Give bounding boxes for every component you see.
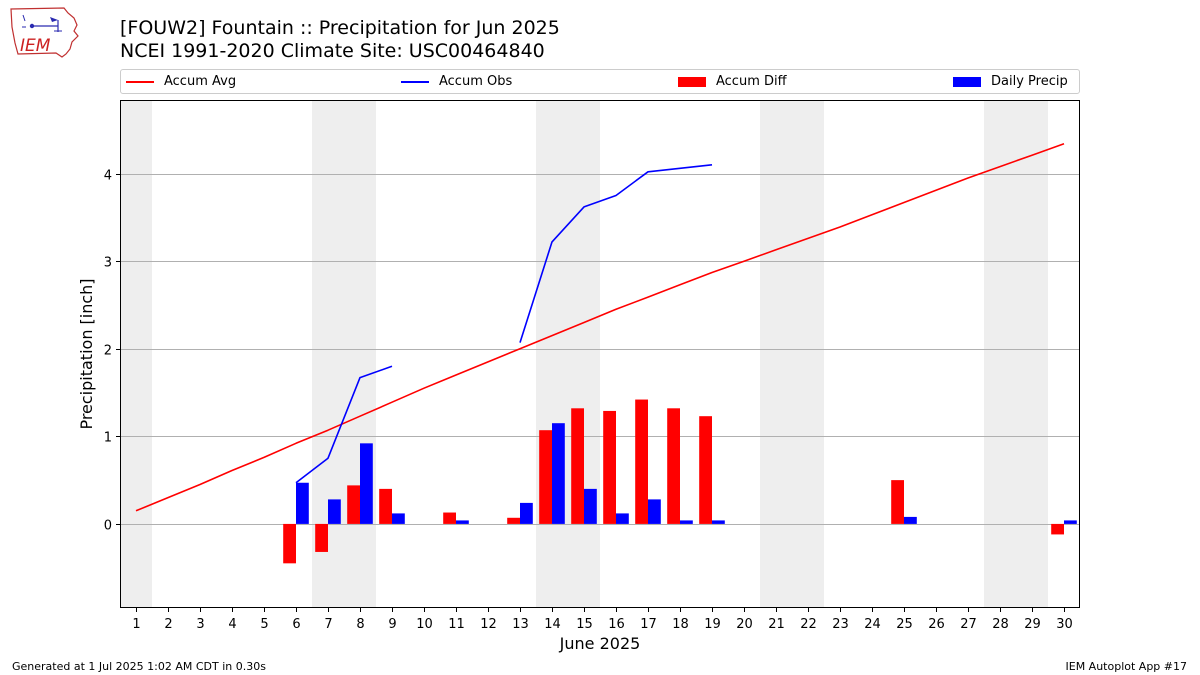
weekend-shading [120, 100, 1048, 608]
chart-subtitle: NCEI 1991-2020 Climate Site: USC00464840 [120, 40, 545, 62]
legend-item-accum-avg: Accum Avg [126, 70, 236, 93]
x-tick-label-6: 6 [292, 617, 300, 632]
x-tick-label-14: 14 [544, 617, 561, 632]
iem-logo-text: IEM [20, 36, 51, 56]
y-tick-label-2: 2 [104, 344, 112, 359]
x-tick-label-5: 5 [260, 617, 268, 632]
legend-item-accum-obs: Accum Obs [401, 70, 512, 93]
legend-swatch-accum-obs [401, 80, 429, 83]
x-tick-label-4: 4 [228, 617, 236, 632]
bar-daily-precip-15 [584, 488, 597, 524]
weekend-band-4 [984, 100, 1048, 608]
legend-item-accum-diff: Accum Diff [678, 70, 787, 93]
line-accum-obs-segment-1 [519, 164, 713, 343]
bar-accum-diff-14 [539, 430, 552, 524]
bar-daily-precip-11 [456, 520, 469, 524]
x-tick-label-1: 1 [132, 617, 140, 632]
legend-swatch-accum-diff [678, 76, 706, 87]
footer-app: IEM Autoplot App #17 [1065, 660, 1188, 673]
legend: Accum Avg Accum Obs Accum Diff Daily Pre… [120, 69, 1080, 94]
bar-accum-diff-17 [635, 399, 648, 524]
series-lines [135, 143, 1065, 512]
bar-daily-precip-16 [616, 513, 629, 524]
bar-daily-precip-14 [552, 423, 565, 524]
bar-accum-diff-13 [507, 517, 520, 524]
legend-label-accum-obs: Accum Obs [439, 74, 513, 89]
iowa-outline-icon [10, 7, 79, 58]
y-tick-label-1: 1 [104, 431, 112, 446]
bar-accum-diff-6 [283, 523, 296, 564]
x-tick-label-22: 22 [800, 617, 817, 632]
bar-daily-precip-7 [328, 499, 341, 524]
x-tick-label-13: 13 [512, 617, 529, 632]
x-tick-label-18: 18 [672, 617, 689, 632]
iem-logo: IEM [8, 5, 80, 59]
x-tick-label-23: 23 [832, 617, 849, 632]
legend-label-accum-diff: Accum Diff [716, 74, 787, 89]
bar-accum-diff-11 [443, 512, 456, 524]
bar-daily-precip-13 [520, 502, 533, 524]
x-tick-label-7: 7 [324, 617, 332, 632]
x-tick-label-2: 2 [164, 617, 172, 632]
bar-accum-diff-8 [347, 485, 360, 524]
legend-label-accum-avg: Accum Avg [164, 74, 237, 89]
x-tick-label-15: 15 [576, 617, 593, 632]
plot-frame [120, 100, 1080, 608]
bar-daily-precip-30 [1064, 520, 1077, 524]
bar-accum-diff-19 [699, 416, 712, 524]
y-tick-label-4: 4 [104, 169, 112, 184]
legend-swatch-accum-avg [126, 80, 154, 83]
x-tick-label-24: 24 [864, 617, 881, 632]
x-tick-label-26: 26 [928, 617, 945, 632]
y-axis-label: Precipitation [inch] [77, 278, 96, 429]
weekend-band-2 [536, 100, 600, 608]
bar-daily-precip-8 [360, 443, 373, 524]
y-tick-label-0: 0 [104, 519, 112, 534]
y-tick-label-3: 3 [104, 256, 112, 271]
x-tick-label-27: 27 [960, 617, 977, 632]
x-tick-label-17: 17 [640, 617, 657, 632]
footer-generated: Generated at 1 Jul 2025 1:02 AM CDT in 0… [12, 660, 266, 673]
legend-item-daily-precip: Daily Precip [953, 70, 1068, 93]
bar-accum-diff-30 [1051, 523, 1064, 535]
x-tick-label-25: 25 [896, 617, 913, 632]
line-accum-obs-segment-0 [295, 365, 393, 484]
chart-title: [FOUW2] Fountain :: Precipitation for Ju… [120, 17, 560, 39]
x-tick-label-28: 28 [992, 617, 1009, 632]
x-tick-label-19: 19 [704, 617, 721, 632]
bar-accum-diff-18 [667, 408, 680, 524]
x-tick-label-12: 12 [480, 617, 497, 632]
x-tick-label-3: 3 [196, 617, 204, 632]
bar-accum-diff-25 [891, 480, 904, 524]
bar-accum-diff-16 [603, 410, 616, 524]
x-tick-label-11: 11 [448, 617, 465, 632]
x-tick-label-10: 10 [416, 617, 433, 632]
bar-daily-precip-9 [392, 513, 405, 524]
x-tick-label-29: 29 [1024, 617, 1041, 632]
line-accum-avg-segment-0 [135, 143, 1065, 512]
weekend-band-0 [120, 100, 152, 608]
bar-accum-diff-15 [571, 408, 584, 524]
weekend-band-3 [760, 100, 824, 608]
bar-daily-precip-25 [904, 516, 917, 524]
x-tick-label-9: 9 [388, 617, 396, 632]
bar-daily-precip-18 [680, 520, 693, 524]
bar-daily-precip-6 [296, 482, 309, 524]
gridlines [120, 174, 1080, 525]
x-tick-label-30: 30 [1056, 617, 1073, 632]
bar-daily-precip-19 [712, 520, 725, 524]
x-tick-label-20: 20 [736, 617, 753, 632]
legend-label-daily-precip: Daily Precip [991, 74, 1068, 89]
x-axis-label: June 2025 [559, 634, 641, 653]
x-tick-label-16: 16 [608, 617, 625, 632]
bar-daily-precip-17 [648, 499, 661, 524]
x-tick-label-8: 8 [356, 617, 364, 632]
bars [283, 399, 1077, 564]
bar-accum-diff-9 [379, 488, 392, 524]
bar-accum-diff-7 [315, 523, 328, 552]
x-tick-label-21: 21 [768, 617, 785, 632]
legend-swatch-daily-precip [953, 76, 981, 87]
